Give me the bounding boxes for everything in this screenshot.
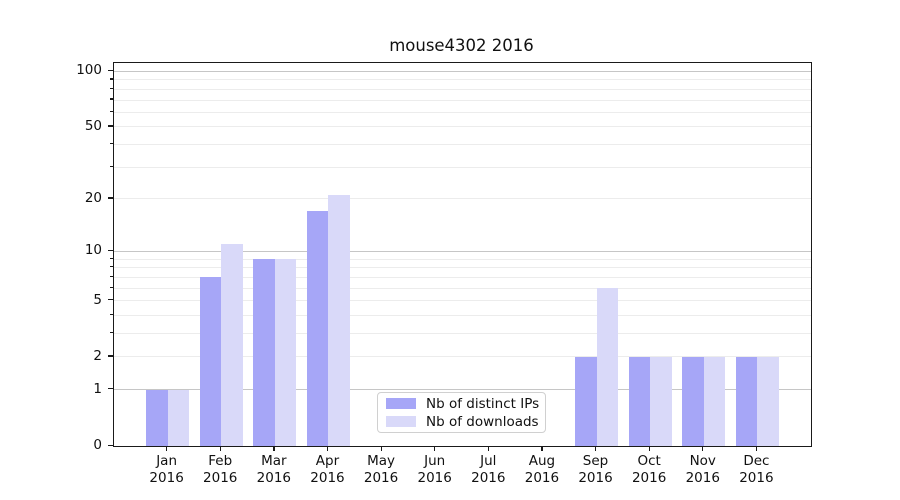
chart-title: mouse4302 2016 (389, 36, 534, 55)
legend-label-downloads: Nb of downloads (426, 413, 539, 430)
legend-swatch-distinct-ips-icon (386, 398, 416, 409)
x-tick-mark (166, 446, 168, 451)
minor-gridline (114, 300, 811, 302)
minor-gridline (114, 267, 811, 269)
bar-downloads-mar (274, 259, 297, 446)
y-tick-mark (108, 125, 113, 127)
x-tick-mark (434, 446, 436, 451)
bar-downloads-dec (757, 356, 779, 446)
x-tick-label: May 2016 (363, 453, 399, 486)
x-tick-label: Mar 2016 (256, 453, 292, 486)
bar-distinct-ips-dec (735, 356, 758, 446)
major-gridline (114, 389, 811, 391)
x-tick-label: Jun 2016 (417, 453, 452, 486)
minor-gridline (114, 332, 811, 334)
x-tick-mark (219, 446, 221, 451)
x-tick-mark (326, 446, 329, 451)
legend: Nb of distinct IPs Nb of downloads (377, 392, 546, 433)
minor-gridline (114, 356, 811, 358)
bar-distinct-ips-oct (628, 356, 651, 446)
y-tick-label: 20 (84, 189, 102, 206)
y-tick-mark (108, 355, 113, 357)
legend-label-distinct-ips: Nb of distinct IPs (426, 395, 540, 412)
x-tick-mark (541, 446, 543, 451)
y-minor-tick-mark (110, 286, 113, 288)
x-tick-label: Jul 2016 (471, 453, 506, 486)
bar-downloads-jan (167, 389, 190, 446)
y-tick-mark (108, 197, 113, 199)
bar-downloads-feb (221, 244, 243, 446)
x-tick-mark (273, 446, 275, 451)
y-tick-mark (108, 249, 113, 252)
legend-item-downloads: Nb of downloads (386, 415, 545, 429)
x-tick-label: Aug 2016 (524, 453, 560, 486)
y-tick-label: 10 (84, 242, 102, 259)
y-tick-label: 50 (84, 117, 102, 134)
y-minor-tick-mark (110, 257, 113, 259)
bar-distinct-ips-sep (575, 356, 597, 446)
y-tick-label: 0 (93, 437, 102, 453)
y-minor-tick-mark (110, 331, 113, 334)
minor-gridline (114, 144, 811, 146)
minor-gridline (114, 166, 811, 168)
x-tick-label: Nov 2016 (685, 453, 720, 486)
minor-gridline (114, 99, 811, 101)
y-tick-label: 1 (93, 380, 102, 397)
bar-downloads-oct (650, 356, 672, 446)
bar-distinct-ips-feb (199, 277, 222, 446)
y-minor-tick-mark (110, 110, 113, 112)
x-tick-mark (487, 446, 489, 451)
y-tick-mark (108, 388, 113, 390)
bar-distinct-ips-nov (682, 356, 704, 446)
minor-gridline (114, 126, 811, 128)
x-tick-mark (702, 446, 704, 451)
y-minor-tick-mark (110, 98, 113, 100)
bar-distinct-ips-mar (253, 259, 275, 446)
x-tick-mark (648, 446, 650, 451)
y-minor-tick-mark (110, 275, 113, 277)
y-minor-tick-mark (110, 78, 113, 80)
x-tick-label: Sep 2016 (578, 453, 613, 486)
minor-gridline (114, 79, 811, 81)
bar-distinct-ips-jan (146, 389, 168, 446)
y-minor-tick-mark (110, 266, 113, 268)
minor-gridline (114, 111, 811, 113)
legend-swatch-downloads-icon (386, 416, 416, 427)
y-minor-tick-mark (110, 165, 113, 167)
bar-distinct-ips-apr (307, 211, 329, 446)
y-tick-label: 100 (76, 62, 102, 79)
minor-gridline (114, 287, 811, 289)
y-tick-mark (108, 299, 113, 301)
plot-area (113, 62, 812, 447)
y-minor-tick-mark (110, 143, 113, 145)
bar-downloads-apr (328, 195, 350, 446)
bar-downloads-sep (596, 288, 618, 446)
y-tick-mark (108, 69, 113, 72)
minor-gridline (114, 276, 811, 278)
y-minor-tick-mark (110, 87, 113, 89)
bar-downloads-nov (703, 356, 726, 446)
x-tick-label: Dec 2016 (739, 453, 774, 486)
y-tick-mark (108, 444, 113, 446)
x-tick-mark (595, 446, 597, 451)
x-tick-label: Feb 2016 (203, 453, 238, 486)
major-gridline (114, 250, 811, 252)
legend-item-distinct-ips: Nb of distinct IPs (386, 397, 545, 411)
y-tick-label: 5 (93, 291, 102, 308)
x-tick-label: Oct 2016 (631, 453, 667, 486)
minor-gridline (114, 258, 811, 260)
x-tick-label: Jan 2016 (149, 453, 184, 486)
minor-gridline (114, 198, 811, 200)
y-minor-tick-mark (110, 313, 113, 316)
x-tick-label: Apr 2016 (310, 453, 345, 486)
major-gridline (114, 70, 811, 72)
minor-gridline (114, 314, 811, 316)
minor-gridline (114, 88, 811, 90)
x-tick-mark (380, 446, 382, 451)
x-tick-mark (755, 446, 758, 451)
y-tick-label: 2 (93, 347, 102, 364)
